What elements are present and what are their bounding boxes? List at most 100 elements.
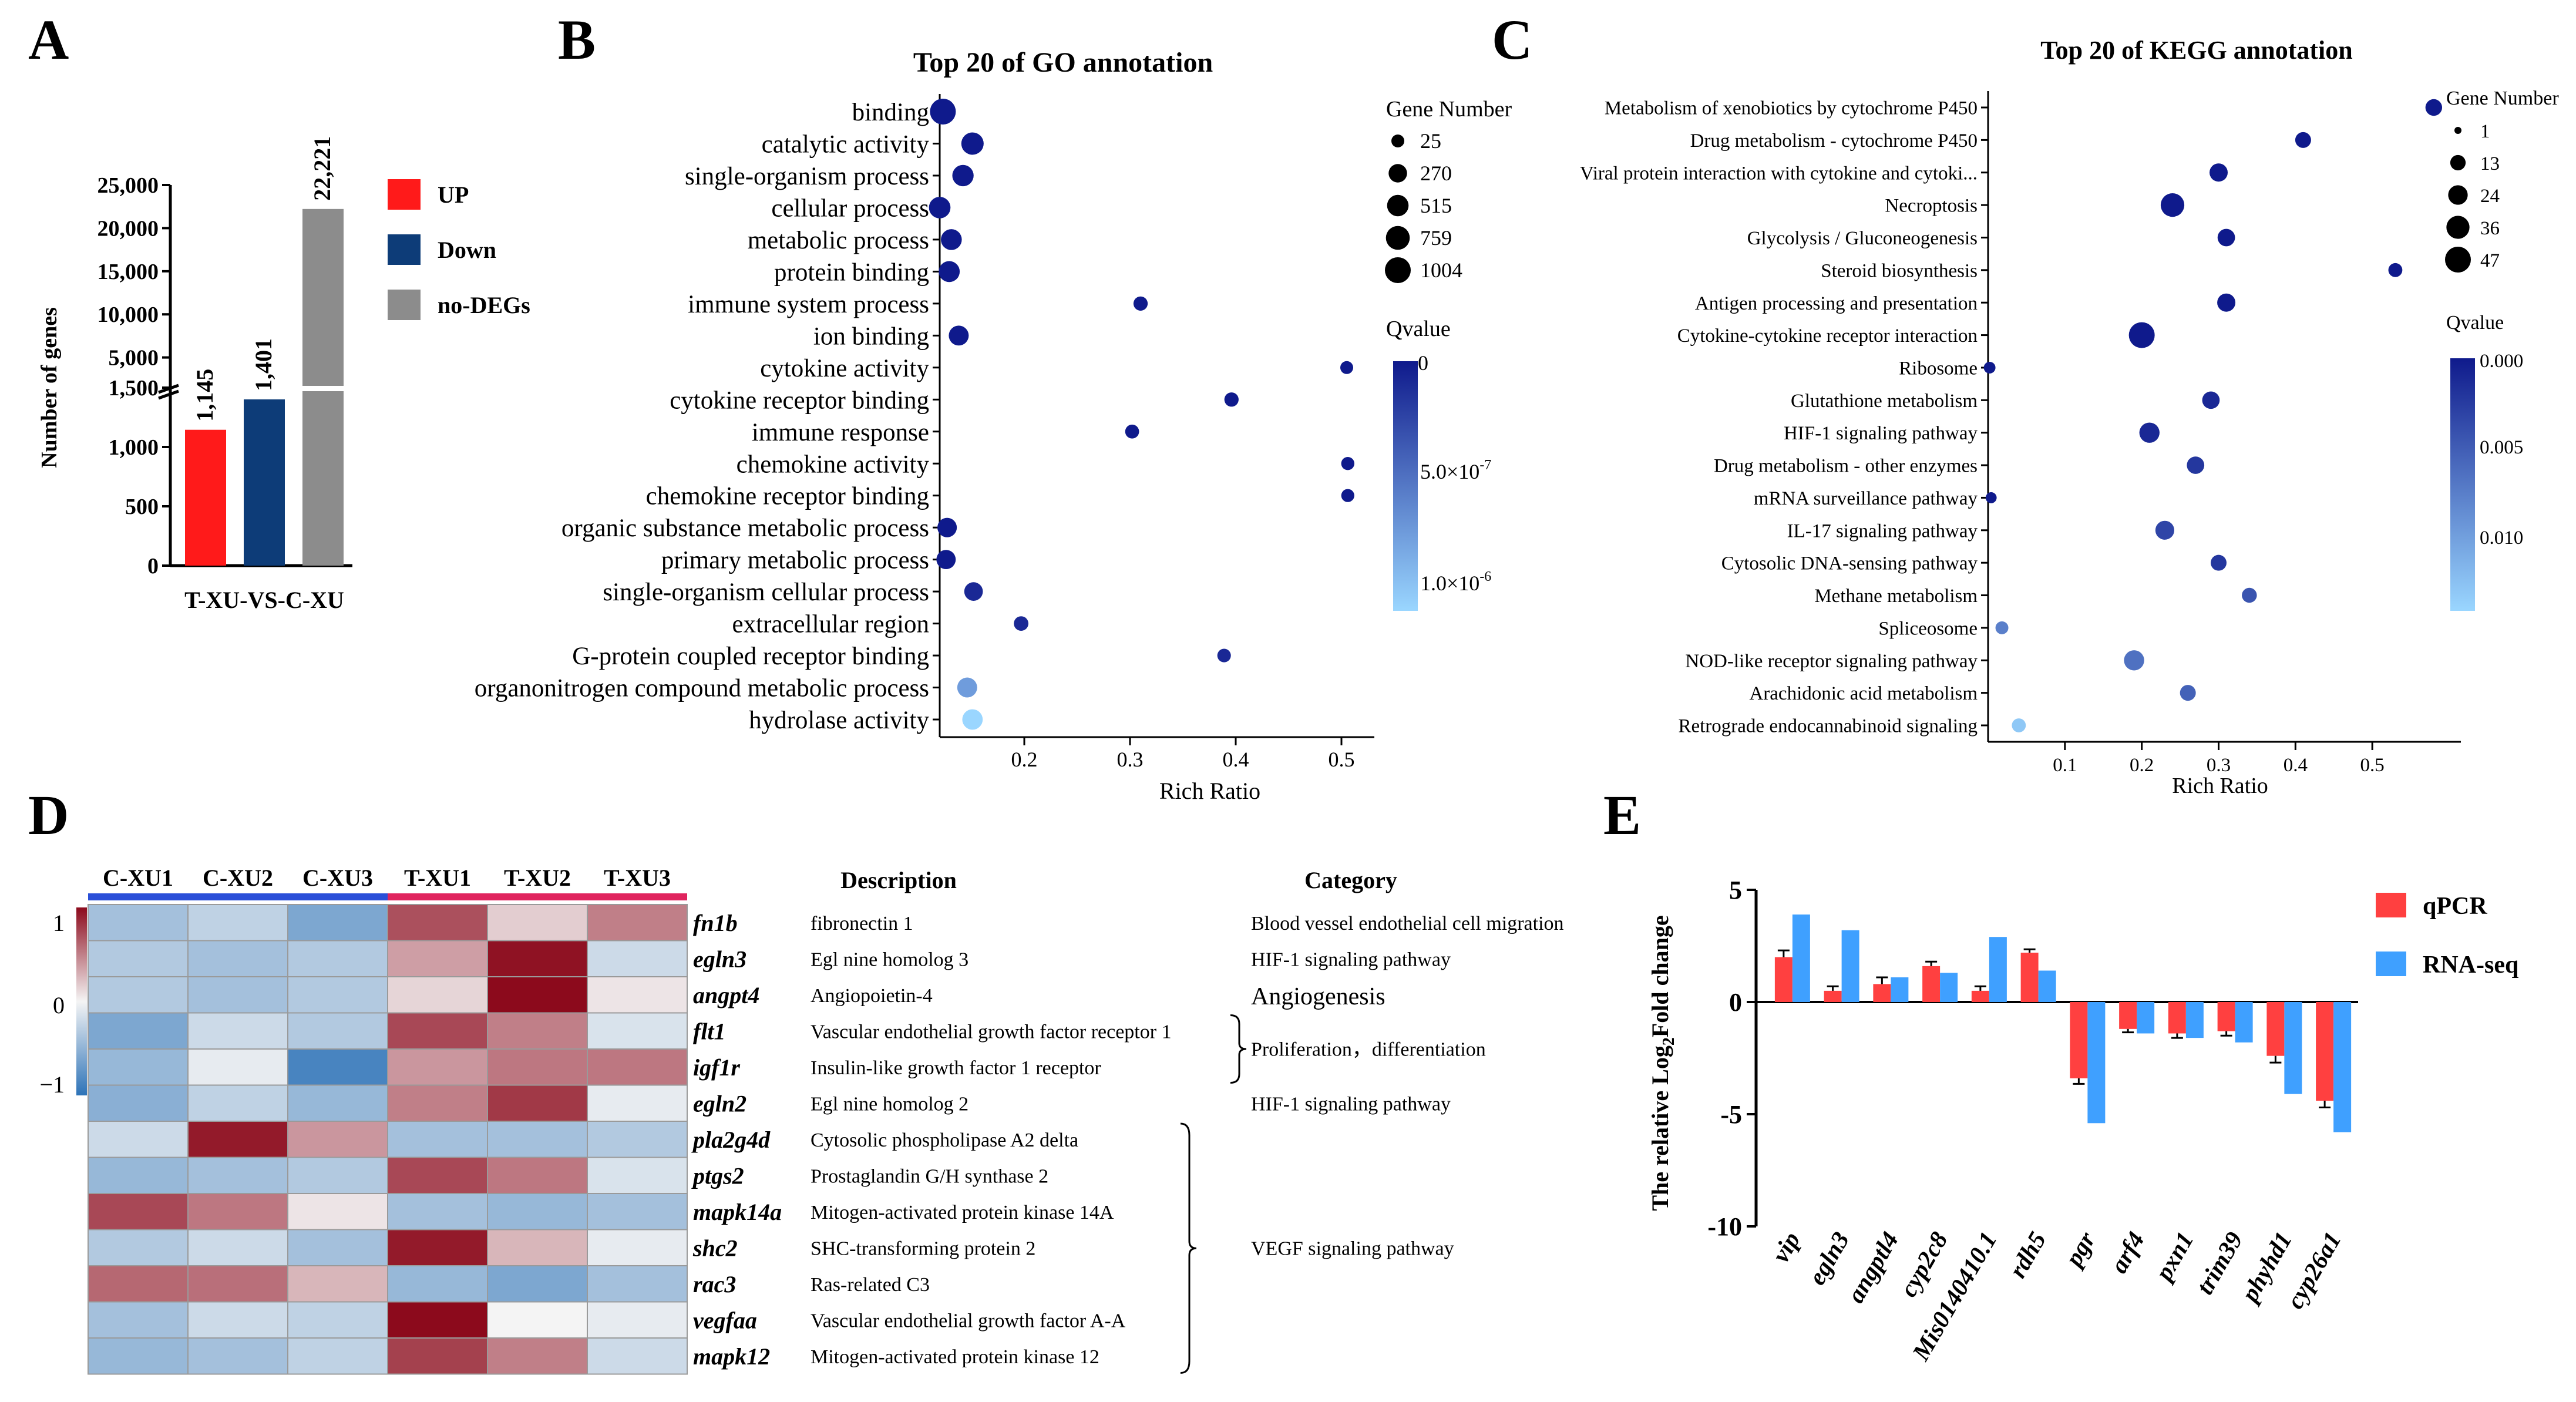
d-heat-cell <box>487 1229 588 1266</box>
b-color-legend-label: 1.0×10-6 <box>1420 569 1491 595</box>
d-heat-cell <box>587 1121 688 1158</box>
b-x-tick-label: 0.2 <box>1011 748 1038 771</box>
a-bar-value-label: 22,221 <box>309 136 335 201</box>
d-group-bar <box>88 893 188 900</box>
a-bar-value-label: 1,145 <box>191 369 218 422</box>
panel-b-go-dotplot: Top 20 of GO annotation Rich Ratio Gene … <box>475 47 1512 804</box>
e-bar-qpcr <box>2266 1002 2285 1056</box>
b-size-legend-label: 515 <box>1420 194 1452 217</box>
b-dot <box>1217 648 1231 663</box>
c-term-label: IL-17 signaling pathway <box>1787 520 1978 542</box>
c-dot <box>2295 132 2311 148</box>
b-dot <box>952 164 974 187</box>
c-size-legend-label: 36 <box>2480 218 2500 239</box>
d-heat-cell <box>287 1265 388 1303</box>
d-description: Vascular endothelial growth factor A-A <box>811 1310 1126 1332</box>
d-heat-cell <box>187 976 288 1014</box>
d-heat-cell <box>88 904 189 942</box>
e-bar-qpcr <box>1971 990 1989 1002</box>
c-dot <box>1983 361 1996 374</box>
d-colorbar-tick-label: 0 <box>53 992 65 1018</box>
panel-label-c: C <box>1492 8 1532 71</box>
e-legend-swatch <box>2376 893 2406 917</box>
b-term-label: chemokine receptor binding <box>646 483 929 510</box>
a-y-tick-label: 15,000 <box>97 260 159 284</box>
e-y-tick-label: -5 <box>1720 1100 1742 1129</box>
d-heat-cell <box>187 1156 288 1194</box>
d-heat-cell <box>287 904 388 942</box>
d-category-label: Proliferation，differentiation <box>1251 1038 1486 1060</box>
d-heat-cell <box>287 1301 388 1339</box>
b-dot <box>957 677 977 698</box>
d-heat-cell <box>287 1084 388 1122</box>
d-description: Ras-related C3 <box>811 1274 930 1296</box>
d-gene-label: rac3 <box>693 1271 736 1297</box>
d-gene-label: mapk12 <box>693 1343 770 1370</box>
e-bar-rnaseq <box>1989 937 2007 1002</box>
d-heat-cell <box>387 904 488 942</box>
b-size-legend-label: 270 <box>1420 162 1452 185</box>
a-y-tick-label: 10,000 <box>97 302 159 327</box>
e-bar-rnaseq <box>2235 1002 2253 1043</box>
d-heat-cell <box>187 1229 288 1266</box>
d-heat-cell <box>88 1337 189 1375</box>
c-term-label: Arachidonic acid metabolism <box>1749 683 1978 704</box>
panel-label-a: A <box>28 8 69 71</box>
c-color-legend-label: 0.005 <box>2480 437 2523 458</box>
b-dot <box>1014 616 1028 631</box>
d-category-label: HIF-1 signaling pathway <box>1251 949 1451 970</box>
d-heat-cell <box>187 1301 288 1339</box>
d-heat-cell <box>187 1265 288 1303</box>
c-dot <box>2210 163 2228 182</box>
b-term-label: single-organism process <box>685 163 929 190</box>
b-dot <box>1341 489 1354 502</box>
d-description: Insulin-like growth factor 1 receptor <box>811 1057 1101 1079</box>
e-y-label-tail: Fold change <box>1647 915 1673 1037</box>
d-heat-cell <box>587 1156 688 1194</box>
c-dot <box>2187 456 2205 474</box>
a-legend-label: Down <box>438 237 496 263</box>
d-heat-cell <box>487 1084 588 1122</box>
a-y-axis-label: Number of genes <box>37 307 62 468</box>
d-category-label: Blood vessel endothelial cell migration <box>1251 913 1564 934</box>
a-legend-swatch <box>388 179 421 210</box>
panel-label-d: D <box>28 784 69 846</box>
d-heat-cell <box>88 1229 189 1266</box>
e-bar-qpcr <box>2020 952 2039 1002</box>
e-bar-rnaseq <box>1891 977 1909 1002</box>
panel-c-kegg-dotplot: Top 20 of KEGG annotation Rich Ratio Gen… <box>1580 36 2559 798</box>
d-heat-cell <box>587 1265 688 1303</box>
d-gene-label: ptgs2 <box>691 1162 744 1189</box>
d-category-header: Category <box>1304 867 1397 893</box>
d-heat-cell <box>187 1084 288 1122</box>
d-heat-cell <box>387 1337 488 1375</box>
d-heat-cell <box>88 940 189 977</box>
c-dot <box>2139 422 2160 443</box>
panel-label-e: E <box>1603 784 1641 846</box>
b-term-label: cytokine receptor binding <box>670 386 929 414</box>
e-bar-rnaseq <box>1940 973 1958 1002</box>
d-heat-cell <box>487 1121 588 1158</box>
d-heat-cell <box>88 1301 189 1339</box>
c-size-legend-dot <box>2454 127 2461 134</box>
d-group-bar <box>388 893 487 900</box>
a-bar-up <box>185 429 226 566</box>
b-term-label: protein binding <box>774 258 929 286</box>
e-bar-rnaseq <box>2087 1002 2106 1124</box>
d-description: Egl nine homolog 2 <box>811 1093 968 1115</box>
d-description: Angiopoietin-4 <box>811 985 933 1007</box>
b-color-legend-exp: -6 <box>1479 569 1491 584</box>
c-term-label: Drug metabolism - cytochrome P450 <box>1690 130 1978 152</box>
b-term-label: chemokine activity <box>737 450 930 478</box>
d-description: Mitogen-activated protein kinase 14A <box>811 1202 1114 1223</box>
b-color-legend-label: 5.0×10-7 <box>1420 458 1491 483</box>
c-dot <box>2388 263 2403 277</box>
b-title: Top 20 of GO annotation <box>913 47 1213 78</box>
b-dot <box>929 197 951 218</box>
d-column-header: T-XU1 <box>404 865 471 891</box>
b-size-legend-dot <box>1388 164 1407 183</box>
b-dot <box>1341 457 1354 470</box>
panel-a-deg-bar-chart: Number of genes T-XU-VS-C-XU 0 500 1,000 1,… <box>37 136 530 613</box>
b-dot <box>1125 424 1139 439</box>
b-color-legend-title: Qvalue <box>1386 317 1451 341</box>
